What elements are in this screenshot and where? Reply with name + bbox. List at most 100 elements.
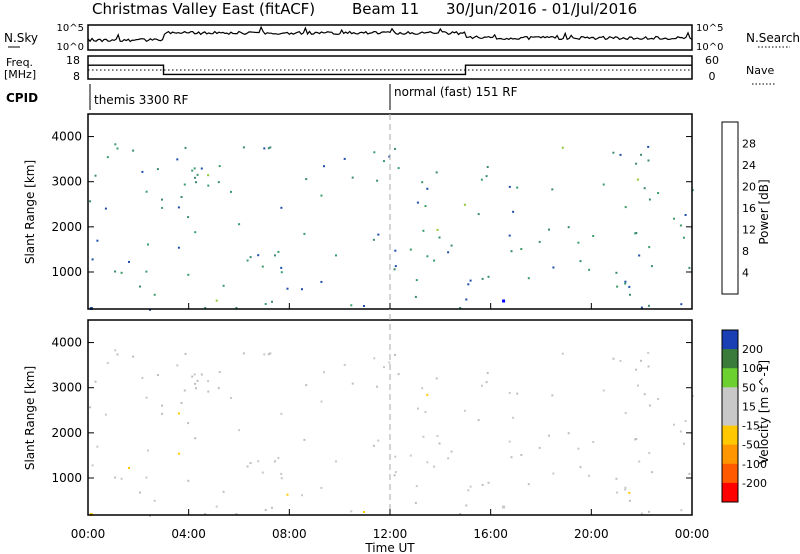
- nsky-label: N.Sky: [4, 31, 38, 45]
- x-tick-label: 04:00: [171, 527, 206, 541]
- echo-cell: [271, 506, 273, 509]
- echo-cell: [238, 429, 241, 432]
- nsearch-label: N.Search: [746, 31, 800, 45]
- echo-cell: [193, 167, 196, 170]
- echo-cell: [602, 389, 605, 392]
- echo-cell: [463, 203, 466, 206]
- colorbar-swatch: [722, 444, 738, 465]
- echo-cell: [640, 153, 642, 156]
- echo-cell: [647, 145, 650, 148]
- echo-cell: [161, 412, 164, 415]
- colorbar-tick-label: -100: [742, 458, 767, 471]
- echo-cell: [94, 380, 97, 383]
- echo-cell: [230, 396, 232, 399]
- echo-cell: [520, 248, 523, 250]
- echo-cell: [89, 406, 92, 409]
- echo-cell: [89, 200, 92, 203]
- echo-cell: [480, 384, 483, 387]
- x-tick-label: 00:00: [71, 527, 106, 541]
- echo-cell: [161, 404, 163, 407]
- echo-cell: [372, 238, 375, 241]
- echo-cell: [261, 265, 264, 268]
- echo-cell: [459, 307, 462, 309]
- echo-cell: [640, 359, 642, 362]
- echo-cell: [477, 419, 480, 422]
- echo-cell: [615, 477, 618, 480]
- x-tick-label: 00:00: [675, 527, 710, 541]
- echo-cell: [187, 422, 190, 425]
- echo-cell: [257, 254, 260, 257]
- echo-cell: [161, 198, 163, 201]
- echo-cell: [373, 151, 376, 154]
- echo-cell: [286, 287, 289, 290]
- echo-cell: [527, 483, 530, 486]
- echo-cell: [467, 283, 470, 286]
- nsearch-tick-top: 10^5: [696, 23, 723, 34]
- echo-cell: [246, 465, 249, 468]
- echo-cell: [269, 352, 272, 355]
- echo-cell: [280, 412, 283, 415]
- echo-cell: [207, 380, 210, 383]
- echo-cell: [635, 162, 638, 165]
- echo-cell: [548, 434, 550, 437]
- echo-cell: [176, 364, 179, 367]
- echo-cell: [508, 391, 511, 394]
- echo-cell: [467, 489, 470, 492]
- echo-cell: [680, 303, 683, 306]
- freq-label-line1: Freq.: [6, 56, 33, 69]
- echo-cell: [238, 223, 241, 226]
- station-title: Christmas Valley East (fitACF): [92, 0, 315, 18]
- echo-cell: [305, 178, 308, 181]
- echo-cell: [567, 226, 570, 229]
- echo-cell: [195, 181, 197, 184]
- echo-cell: [624, 282, 627, 285]
- echo-cell: [147, 243, 149, 246]
- colorbar-tick-label: 24: [742, 159, 756, 172]
- echo-cell: [139, 491, 141, 494]
- echo-cell: [235, 513, 238, 515]
- y-tick-label: 3000: [51, 175, 82, 189]
- echo-cell: [132, 355, 135, 358]
- echo-cell: [579, 466, 582, 469]
- echo-cell: [592, 235, 595, 237]
- echo-cell: [447, 457, 450, 460]
- echo-cell: [264, 509, 267, 511]
- echo-cell: [414, 501, 417, 504]
- echo-cell: [180, 402, 183, 404]
- freq-tick-top: 18: [66, 54, 80, 67]
- colorbar-tick-label: 15: [742, 400, 756, 413]
- echo-cell: [424, 411, 427, 414]
- echo-cell: [376, 385, 379, 388]
- echo-cell: [153, 499, 156, 502]
- echo-cell: [433, 259, 436, 262]
- y-tick-label: 3000: [51, 381, 82, 395]
- echo-cell: [516, 186, 519, 189]
- echo-cell: [114, 143, 117, 146]
- echo-cell: [242, 352, 245, 355]
- echo-cell: [508, 440, 511, 443]
- echo-cell: [538, 446, 541, 449]
- colorbar-swatch: [722, 482, 738, 503]
- echo-cell: [624, 488, 627, 491]
- echo-cell: [149, 308, 151, 311]
- echo-cell: [465, 504, 468, 507]
- echo-cell: [426, 393, 429, 396]
- colorbar-swatch: [722, 463, 738, 484]
- echo-cell: [634, 232, 637, 235]
- echo-cell: [280, 266, 283, 269]
- echo-cell: [592, 441, 595, 443]
- echo-cell: [114, 476, 117, 479]
- nsky-tick-top: 10^5: [57, 23, 84, 34]
- echo-cell: [615, 271, 618, 274]
- colorbar-tick-label: -50: [742, 439, 760, 452]
- echo-cell: [91, 464, 94, 467]
- echo-cell: [114, 270, 117, 273]
- echo-cell: [377, 233, 380, 236]
- echo-cell: [647, 351, 650, 354]
- echo-cell: [114, 349, 117, 352]
- echo-cell: [372, 444, 375, 447]
- echo-cell: [393, 474, 396, 477]
- echo-cell: [502, 299, 506, 303]
- echo-cell: [91, 258, 94, 261]
- echo-cell: [487, 481, 490, 484]
